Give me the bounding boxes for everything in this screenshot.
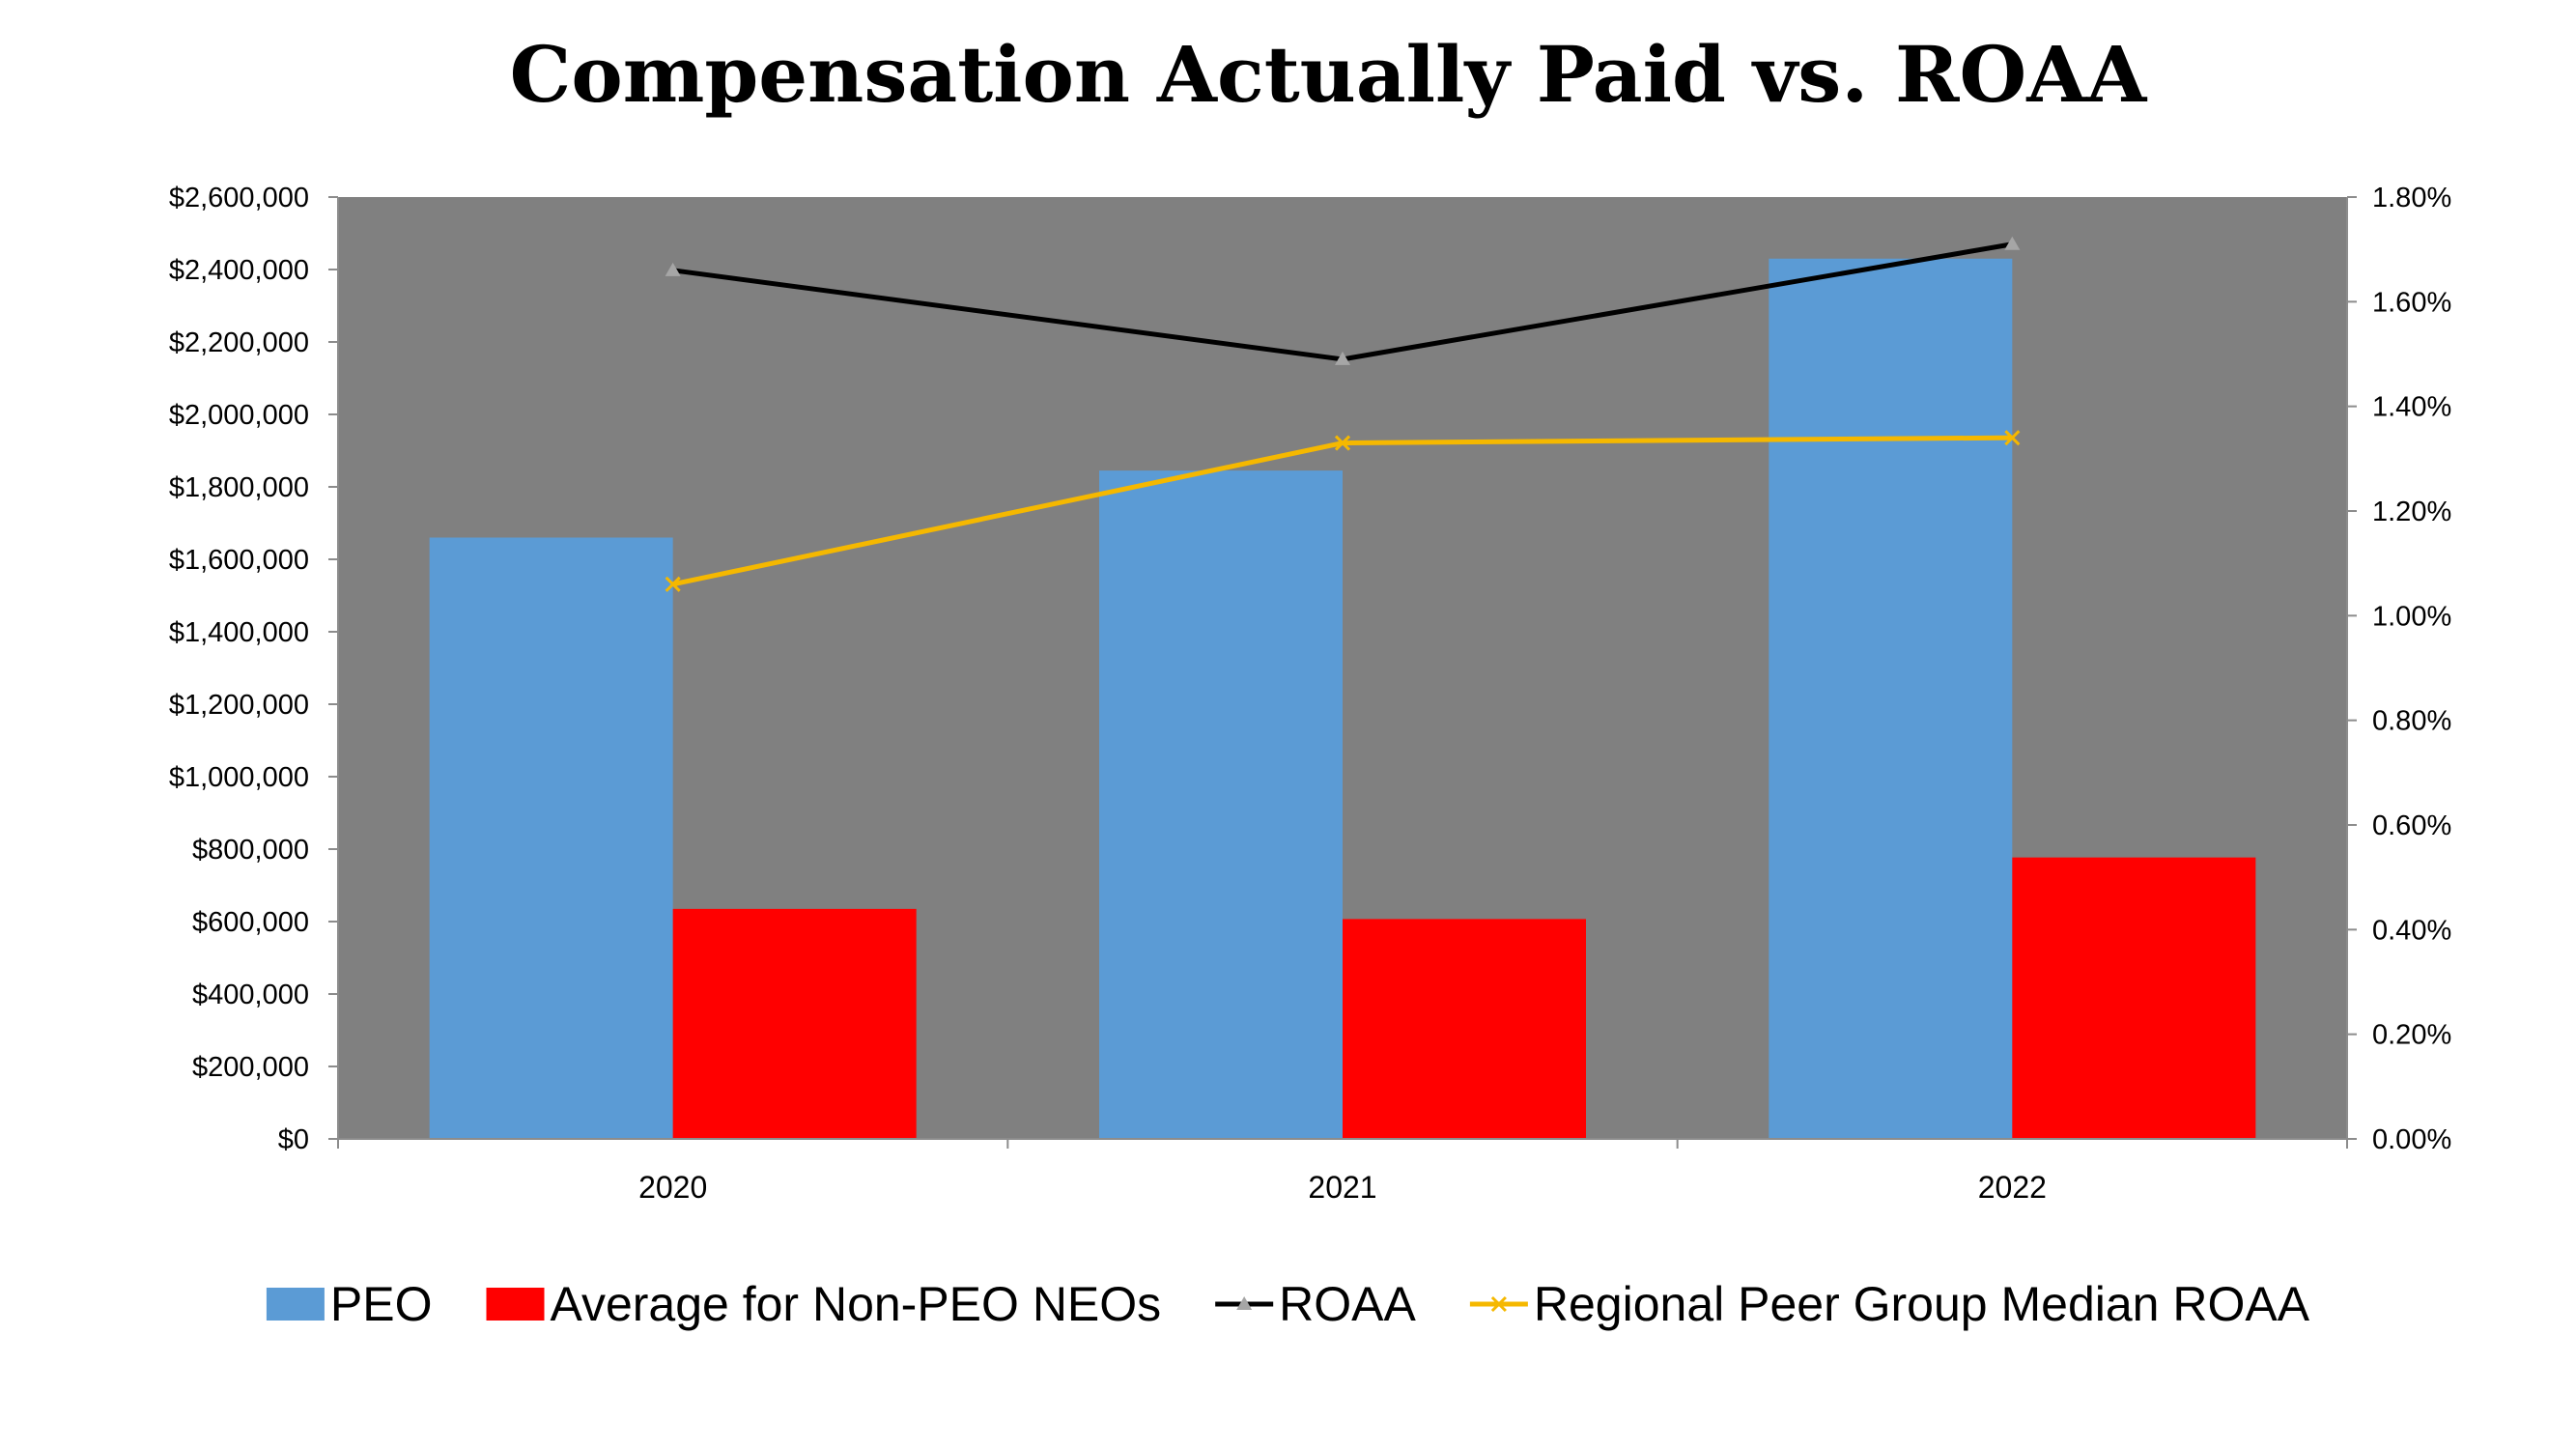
y-right-tick-label: 1.00% bbox=[2372, 601, 2451, 632]
x-tick-label: 2022 bbox=[1978, 1170, 2047, 1205]
y-left-tick-label: $800,000 bbox=[192, 835, 309, 866]
bar-peo-2022 bbox=[1769, 258, 2013, 1139]
y-left-tick-label: $2,000,000 bbox=[169, 400, 309, 431]
bar-average-for-non-peo-neos-2021 bbox=[1343, 919, 1586, 1139]
y-left-tick-label: $1,000,000 bbox=[169, 762, 309, 793]
y-left-tick-label: $400,000 bbox=[192, 980, 309, 1010]
bar-marks bbox=[429, 258, 2256, 1139]
legend-label: PEO bbox=[330, 1277, 433, 1331]
legend-label: ROAA bbox=[1279, 1277, 1416, 1331]
point-regional-peer-group-median-roaa-2021 bbox=[1334, 435, 1351, 451]
axes: $0 $200,000 $400,000 $600,000 $800,000 $1,000… bbox=[169, 183, 2451, 1205]
y-right-tick-label: 0.40% bbox=[2372, 915, 2451, 946]
y-left-tick-label: $600,000 bbox=[192, 907, 309, 938]
bar-peo-2021 bbox=[1099, 470, 1343, 1139]
point-roaa-2021 bbox=[1335, 351, 1350, 365]
legend-marker bbox=[1236, 1296, 1253, 1310]
legend-item-roaa: ROAA bbox=[1215, 1277, 1417, 1331]
legend-marker bbox=[1490, 1295, 1507, 1313]
y-right-tick-label: 0.80% bbox=[2372, 706, 2451, 737]
legend-item-regional-peer-group-median-roaa: Regional Peer Group Median ROAA bbox=[1469, 1277, 2310, 1331]
legend-item-peo: PEO bbox=[266, 1277, 433, 1331]
point-regional-peer-group-median-roaa-2022 bbox=[2004, 430, 2021, 446]
bar-average-for-non-peo-neos-2020 bbox=[672, 908, 917, 1139]
x-tick-label: 2020 bbox=[638, 1170, 707, 1205]
legend-swatch bbox=[266, 1288, 325, 1321]
y-right-tick-label: 0.00% bbox=[2372, 1124, 2451, 1155]
y-right-tick-label: 1.80% bbox=[2372, 183, 2451, 213]
point-roaa-2020 bbox=[665, 262, 681, 276]
legend-label: Regional Peer Group Median ROAA bbox=[1534, 1277, 2310, 1331]
point-roaa-2022 bbox=[2004, 236, 2021, 250]
point-regional-peer-group-median-roaa-2020 bbox=[665, 576, 681, 592]
legend-item-average-for-non-peo-neos: Average for Non-PEO NEOs bbox=[486, 1277, 1162, 1331]
y-left-tick-label: $1,200,000 bbox=[169, 690, 309, 721]
legend: PEO Average for Non-PEO NEOs ROAA Regional … bbox=[266, 1277, 2310, 1331]
legend-label: Average for Non-PEO NEOs bbox=[551, 1277, 1162, 1331]
y-left-tick-label: $1,600,000 bbox=[169, 545, 309, 576]
y-left-tick-label: $0 bbox=[278, 1124, 309, 1155]
y-left-tick-label: $1,800,000 bbox=[169, 472, 309, 503]
y-left-tick-label: $2,200,000 bbox=[169, 327, 309, 358]
bar-peo-2020 bbox=[429, 537, 673, 1139]
y-left-tick-label: $2,600,000 bbox=[169, 183, 309, 213]
legend-swatch bbox=[486, 1288, 545, 1321]
y-left-tick-label: $200,000 bbox=[192, 1052, 309, 1083]
y-right-tick-label: 0.20% bbox=[2372, 1020, 2451, 1051]
chart-title: Compensation Actually Paid vs. ROAA bbox=[510, 29, 2148, 120]
bar-average-for-non-peo-neos-2022 bbox=[2012, 857, 2256, 1139]
y-right-tick-label: 0.60% bbox=[2372, 810, 2451, 841]
x-tick-label: 2021 bbox=[1308, 1170, 1376, 1205]
y-right-tick-label: 1.40% bbox=[2372, 392, 2451, 423]
y-right-tick-label: 1.60% bbox=[2372, 287, 2451, 318]
y-left-tick-label: $2,400,000 bbox=[169, 255, 309, 286]
line-marks bbox=[665, 236, 2021, 592]
y-left-tick-label: $1,400,000 bbox=[169, 617, 309, 648]
y-right-tick-label: 1.20% bbox=[2372, 497, 2451, 527]
